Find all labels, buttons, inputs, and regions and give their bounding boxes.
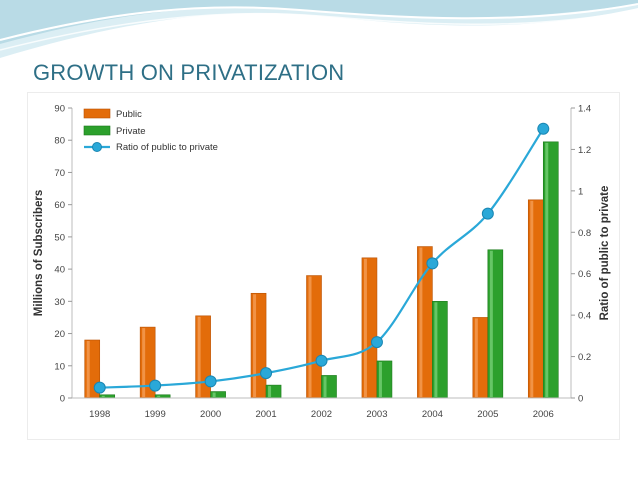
left-axis-title: Millions of Subscribers [33, 190, 45, 317]
bar-public-highlight [253, 294, 257, 397]
right-tick-label: 0.4 [578, 311, 591, 322]
ratio-point-2002 [315, 354, 328, 367]
left-tick-label: 20 [54, 329, 65, 340]
legend-label-private: Private [116, 126, 146, 137]
top-wave-line [0, 3, 638, 41]
ratio-point-2001 [260, 367, 273, 380]
axes [71, 108, 572, 399]
ratio-point-2004 [426, 257, 439, 270]
ratio-point-2006 [537, 122, 550, 135]
left-tick-label: 50 [54, 232, 65, 243]
bar-private-highlight [489, 250, 493, 397]
right-tick-label: 0 [578, 394, 583, 405]
ratio-point-1998 [93, 381, 106, 394]
left-tick-label: 0 [60, 394, 65, 405]
axis-titles: Millions of Subscribers Ratio of public t… [33, 186, 611, 321]
slide-title: GROWTH ON PRIVATIZATION [33, 60, 345, 85]
right-tick-label: 1.4 [578, 104, 591, 115]
x-tick-label: 2004 [422, 409, 443, 420]
bar-private-highlight [434, 302, 438, 397]
bar-private-highlight [323, 376, 327, 397]
right-tick-label: 0.2 [578, 352, 591, 363]
left-tick-label: 80 [54, 136, 65, 147]
x-tick-label: 2003 [366, 409, 387, 420]
ratio-line [93, 122, 550, 394]
legend-swatch-private [83, 125, 111, 136]
left-tick-label: 70 [54, 168, 65, 179]
left-tick-label: 10 [54, 361, 65, 372]
bars [84, 141, 559, 399]
x-tick-label: 1999 [145, 409, 166, 420]
right-tick-label: 0.6 [578, 269, 591, 280]
bar-public-highlight [86, 341, 90, 397]
x-tick-label: 2000 [200, 409, 221, 420]
right-tick-label: 1.2 [578, 145, 591, 156]
left-tick-label: 40 [54, 265, 65, 276]
bar-private-highlight [378, 361, 382, 397]
bar-private-highlight [545, 142, 549, 397]
ratio-point-2005 [481, 207, 494, 220]
right-tick-label: 1 [578, 186, 583, 197]
left-tick-label: 60 [54, 200, 65, 211]
top-wave-line-2 [0, 9, 638, 51]
right-tick-label: 0.8 [578, 228, 591, 239]
legend-label-ratio: Ratio of public to private [116, 142, 218, 153]
bar-public-highlight [474, 318, 478, 397]
bar-private-highlight [268, 386, 272, 397]
bar-public-highlight [530, 200, 534, 397]
legend-label-public: Public [116, 109, 142, 120]
bar-private-highlight [157, 395, 161, 397]
x-tick-label: 1998 [89, 409, 110, 420]
left-tick-label: 90 [54, 104, 65, 115]
bar-private-highlight [101, 395, 105, 397]
ratio-point-2003 [370, 336, 383, 349]
chart-frame: 0 10 20 30 40 50 60 70 80 90 0 0.2 0.4 0.6 0.8 1 1.2 1.4… [27, 92, 620, 440]
x-tick-label: 2001 [255, 409, 276, 420]
bar-public-highlight [197, 316, 201, 397]
left-tick-label: 30 [54, 297, 65, 308]
ratio-point-1999 [149, 379, 162, 392]
bar-public-highlight [419, 247, 423, 397]
bar-public-highlight [363, 258, 367, 397]
right-axis-title: Ratio of public to private [599, 186, 611, 321]
legend: Public Private Ratio of public to private [83, 108, 218, 153]
x-axis-ticks: 1998 1999 2000 2001 2002 2003 2004 2005 2006 [89, 409, 554, 420]
right-axis-ticks: 0 0.2 0.4 0.6 0.8 1 1.2 1.4 [571, 104, 591, 405]
ratio-point-2000 [204, 375, 217, 388]
chart: 0 10 20 30 40 50 60 70 80 90 0 0.2 0.4 0.6 0.8 1 1.2 1.4… [33, 104, 611, 421]
x-tick-label: 2002 [311, 409, 332, 420]
bar-private-highlight [212, 392, 216, 397]
x-tick-label: 2006 [533, 409, 554, 420]
x-tick-label: 2005 [477, 409, 498, 420]
legend-swatch-public [83, 108, 111, 119]
bar-public-highlight [142, 328, 146, 397]
left-axis-ticks: 0 10 20 30 40 50 60 70 80 90 [54, 104, 72, 405]
legend-swatch-ratio-dot [92, 142, 102, 152]
bar-public-highlight [308, 276, 312, 397]
